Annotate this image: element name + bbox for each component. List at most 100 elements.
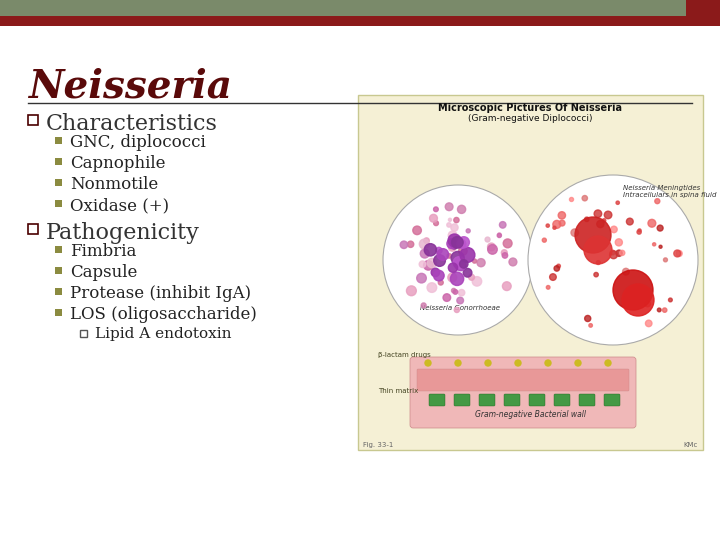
Circle shape (453, 256, 465, 268)
Text: KMc: KMc (683, 442, 698, 448)
Circle shape (501, 249, 508, 255)
Circle shape (622, 284, 654, 316)
Text: Fimbria: Fimbria (70, 243, 136, 260)
Circle shape (611, 226, 617, 233)
Circle shape (448, 273, 456, 282)
Circle shape (554, 266, 559, 271)
Circle shape (443, 294, 451, 301)
Circle shape (652, 243, 656, 246)
Circle shape (400, 241, 408, 248)
Bar (28, 115, 38, 125)
Circle shape (459, 260, 468, 268)
Text: Lipid A endotoxin: Lipid A endotoxin (95, 327, 232, 341)
Circle shape (610, 251, 618, 259)
Circle shape (545, 360, 551, 366)
Circle shape (644, 301, 650, 307)
FancyBboxPatch shape (429, 394, 445, 406)
Text: Pathogenicity: Pathogenicity (46, 222, 200, 244)
Circle shape (430, 214, 438, 222)
Circle shape (451, 252, 464, 265)
Text: Neisseria Meningtides
Intracellulars in spina fluid: Neisseria Meningtides Intracellulars in … (623, 185, 716, 198)
Bar (358, 95, 703, 450)
Circle shape (582, 195, 588, 201)
FancyBboxPatch shape (504, 394, 520, 406)
Circle shape (451, 224, 458, 231)
Circle shape (454, 218, 459, 222)
FancyBboxPatch shape (417, 369, 629, 391)
Circle shape (664, 258, 667, 262)
Circle shape (451, 288, 456, 293)
Circle shape (463, 268, 472, 277)
Circle shape (472, 276, 482, 286)
Circle shape (620, 251, 625, 255)
Circle shape (503, 239, 512, 248)
Text: Microscopic Pictures Of Neisseria: Microscopic Pictures Of Neisseria (438, 103, 623, 113)
Text: Neisseria Gonorrhoeae: Neisseria Gonorrhoeae (420, 305, 500, 311)
Circle shape (450, 241, 455, 246)
Circle shape (419, 239, 429, 249)
Circle shape (449, 231, 457, 240)
Circle shape (457, 205, 466, 213)
Circle shape (447, 223, 451, 227)
Circle shape (596, 261, 600, 265)
Bar (55, 267, 62, 274)
Text: Gram-negative Bacterial wall: Gram-negative Bacterial wall (475, 410, 586, 419)
Circle shape (421, 303, 426, 308)
Circle shape (427, 283, 437, 292)
Circle shape (427, 258, 436, 268)
Circle shape (408, 241, 414, 247)
Text: β-lactam drugs: β-lactam drugs (378, 352, 431, 358)
Text: Capnophile: Capnophile (70, 155, 166, 172)
Text: Fig. 33-1: Fig. 33-1 (363, 442, 393, 448)
Circle shape (460, 247, 475, 262)
Circle shape (498, 233, 501, 236)
Circle shape (503, 282, 511, 291)
Circle shape (637, 230, 642, 234)
Circle shape (613, 270, 653, 310)
Circle shape (616, 239, 622, 246)
Circle shape (448, 234, 461, 247)
Circle shape (407, 286, 416, 296)
Circle shape (433, 221, 438, 226)
Bar (55, 137, 62, 144)
Circle shape (657, 225, 663, 231)
Bar (80, 330, 87, 337)
Circle shape (455, 360, 461, 366)
Circle shape (575, 217, 611, 253)
Circle shape (662, 308, 667, 312)
Circle shape (438, 280, 444, 285)
Bar (0, 16, 686, 26)
Circle shape (645, 320, 652, 327)
Bar (55, 309, 62, 316)
Circle shape (485, 237, 490, 242)
Circle shape (659, 245, 662, 248)
Text: Characteristics: Characteristics (46, 113, 218, 135)
Circle shape (503, 253, 508, 258)
Circle shape (453, 289, 458, 294)
Circle shape (549, 274, 557, 280)
Circle shape (604, 211, 612, 219)
FancyBboxPatch shape (604, 394, 620, 406)
Circle shape (472, 259, 477, 263)
Circle shape (433, 271, 444, 281)
Circle shape (437, 248, 449, 260)
Circle shape (436, 247, 442, 254)
Circle shape (674, 250, 680, 257)
Circle shape (558, 212, 565, 219)
Circle shape (433, 255, 446, 266)
Circle shape (454, 307, 459, 313)
Circle shape (466, 229, 470, 233)
Text: Neisseria: Neisseria (28, 68, 232, 106)
Circle shape (626, 218, 633, 225)
Circle shape (455, 260, 466, 271)
Bar (55, 158, 62, 165)
Circle shape (424, 238, 429, 244)
Circle shape (616, 250, 622, 256)
Text: LOS (oligosaccharide): LOS (oligosaccharide) (70, 306, 257, 323)
Circle shape (528, 175, 698, 345)
Circle shape (515, 360, 521, 366)
Circle shape (457, 297, 464, 304)
Circle shape (469, 274, 474, 280)
Circle shape (449, 244, 456, 251)
Circle shape (546, 224, 549, 227)
